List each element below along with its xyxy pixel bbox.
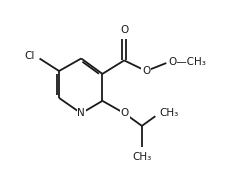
Text: CH₃: CH₃ xyxy=(159,108,178,118)
Text: CH₃: CH₃ xyxy=(132,152,151,162)
Text: N: N xyxy=(77,108,85,118)
Text: O—CH₃: O—CH₃ xyxy=(167,57,205,67)
Text: O: O xyxy=(141,66,150,76)
Text: Cl: Cl xyxy=(25,51,35,61)
Text: O: O xyxy=(120,108,128,118)
Text: O: O xyxy=(119,25,128,35)
